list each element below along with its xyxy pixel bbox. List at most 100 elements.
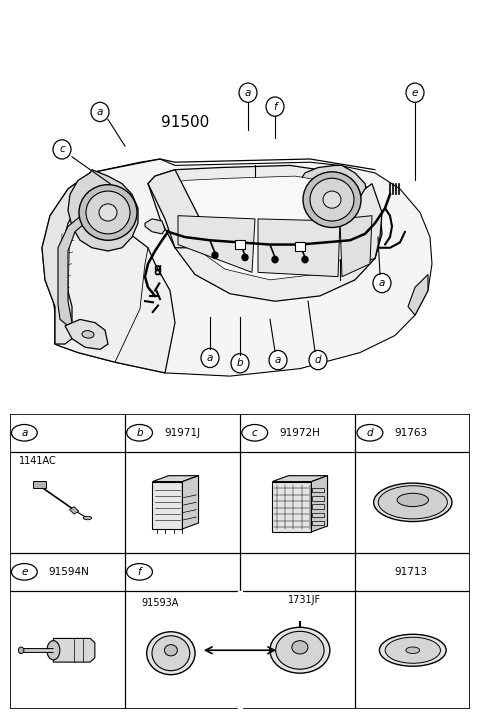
Circle shape	[269, 350, 287, 369]
Ellipse shape	[18, 647, 24, 654]
Ellipse shape	[276, 631, 324, 670]
Ellipse shape	[99, 204, 117, 221]
Text: a: a	[21, 428, 27, 438]
Polygon shape	[350, 183, 382, 264]
Text: f: f	[138, 567, 141, 577]
Polygon shape	[296, 165, 368, 234]
Circle shape	[53, 140, 71, 159]
Circle shape	[242, 255, 248, 261]
Polygon shape	[340, 215, 372, 277]
Text: b: b	[237, 358, 243, 369]
Ellipse shape	[152, 636, 190, 671]
Circle shape	[242, 424, 268, 441]
Ellipse shape	[406, 647, 420, 654]
Circle shape	[201, 349, 219, 368]
Polygon shape	[65, 319, 108, 349]
Polygon shape	[148, 165, 382, 301]
Text: a: a	[245, 88, 251, 98]
Circle shape	[212, 252, 218, 259]
Polygon shape	[312, 476, 327, 532]
Text: a: a	[275, 355, 281, 365]
Bar	[295, 242, 305, 251]
Ellipse shape	[84, 516, 92, 520]
Circle shape	[406, 83, 424, 103]
Ellipse shape	[165, 645, 177, 656]
Ellipse shape	[303, 172, 361, 227]
Ellipse shape	[147, 632, 195, 674]
Text: b: b	[136, 428, 143, 438]
Polygon shape	[272, 481, 312, 532]
Circle shape	[239, 83, 257, 103]
Circle shape	[127, 563, 153, 580]
Polygon shape	[42, 173, 95, 344]
Text: 91500: 91500	[161, 115, 209, 130]
Ellipse shape	[82, 331, 94, 338]
Bar	[33, 481, 47, 488]
Text: 91971J: 91971J	[164, 428, 200, 438]
Bar	[312, 496, 324, 501]
Polygon shape	[178, 215, 255, 272]
Bar	[312, 513, 324, 517]
Ellipse shape	[373, 483, 452, 521]
Text: a: a	[97, 107, 103, 117]
Polygon shape	[182, 476, 199, 529]
Text: 1731JF: 1731JF	[288, 595, 322, 605]
Text: 91972H: 91972H	[279, 428, 320, 438]
Polygon shape	[50, 200, 175, 373]
Polygon shape	[53, 638, 95, 662]
Polygon shape	[238, 591, 242, 709]
Ellipse shape	[270, 627, 330, 673]
Text: e: e	[412, 88, 418, 98]
Ellipse shape	[323, 191, 341, 208]
Ellipse shape	[378, 486, 447, 519]
Ellipse shape	[86, 191, 130, 234]
Ellipse shape	[379, 635, 446, 666]
Ellipse shape	[385, 637, 441, 663]
Polygon shape	[58, 212, 90, 326]
Text: c: c	[59, 144, 65, 155]
Circle shape	[91, 103, 109, 122]
Text: c: c	[252, 428, 258, 438]
Text: 91763: 91763	[395, 428, 428, 438]
Bar	[235, 240, 245, 249]
Text: d: d	[315, 355, 321, 365]
Polygon shape	[408, 275, 428, 315]
Polygon shape	[68, 170, 138, 251]
Bar	[312, 521, 324, 525]
Ellipse shape	[292, 641, 308, 654]
Polygon shape	[70, 507, 79, 514]
Circle shape	[231, 354, 249, 373]
Ellipse shape	[47, 641, 60, 660]
Polygon shape	[272, 476, 327, 481]
Text: 1141AC: 1141AC	[19, 456, 57, 466]
Text: a: a	[379, 278, 385, 288]
Circle shape	[302, 256, 308, 263]
Text: 91713: 91713	[395, 567, 428, 577]
Polygon shape	[258, 219, 340, 277]
Text: f: f	[273, 101, 277, 112]
Text: 91593A: 91593A	[141, 598, 178, 608]
Polygon shape	[148, 170, 200, 248]
Polygon shape	[145, 219, 165, 234]
Polygon shape	[153, 481, 182, 529]
Ellipse shape	[397, 493, 429, 507]
Circle shape	[373, 274, 391, 293]
Text: 91594N: 91594N	[49, 567, 90, 577]
Circle shape	[357, 424, 383, 441]
Circle shape	[12, 563, 37, 580]
Circle shape	[309, 350, 327, 369]
Circle shape	[266, 97, 284, 116]
Circle shape	[272, 256, 278, 263]
Text: d: d	[367, 428, 373, 438]
Circle shape	[127, 424, 153, 441]
Polygon shape	[42, 159, 432, 376]
Ellipse shape	[79, 185, 137, 240]
Circle shape	[12, 424, 37, 441]
Polygon shape	[153, 476, 199, 481]
Text: e: e	[21, 567, 27, 577]
Bar	[312, 488, 324, 492]
Polygon shape	[165, 176, 358, 279]
Ellipse shape	[310, 178, 354, 221]
Text: a: a	[207, 353, 213, 363]
Bar	[312, 504, 324, 509]
